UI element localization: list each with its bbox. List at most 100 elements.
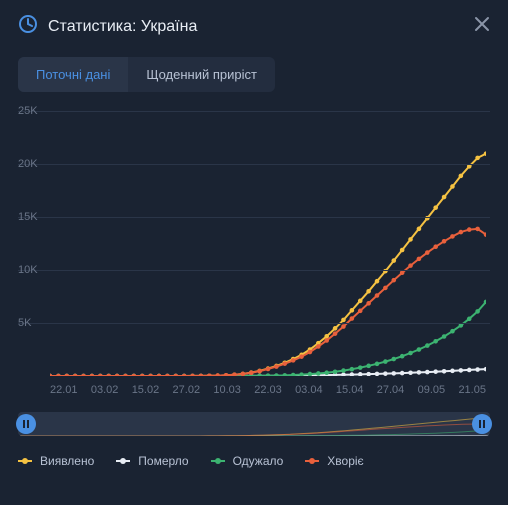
y-axis-label: 5K — [18, 317, 31, 329]
series-marker — [224, 373, 229, 376]
tab-daily-increase[interactable]: Щоденний приріст — [128, 57, 275, 92]
x-axis-label: 03.04 — [295, 384, 323, 396]
tabs: Поточні дані Щоденний приріст — [18, 57, 275, 92]
x-axis-label: 22.01 — [50, 384, 78, 396]
legend-label: Померло — [138, 454, 188, 468]
series-marker — [375, 279, 380, 284]
series-marker — [316, 344, 321, 349]
series-marker — [417, 227, 422, 232]
series-marker — [358, 365, 363, 370]
y-axis-label: 15K — [18, 211, 38, 223]
legend: Виявлено Померло Одужало Хворіє — [0, 436, 508, 468]
grid-line — [18, 270, 490, 271]
series-marker — [73, 374, 78, 376]
series-marker — [391, 371, 396, 376]
series-marker — [207, 373, 212, 376]
series-marker — [56, 374, 61, 376]
series-marker — [350, 367, 355, 372]
series-marker — [81, 374, 86, 376]
legend-marker-icon — [211, 457, 225, 465]
close-icon[interactable] — [474, 16, 490, 37]
series-marker — [475, 227, 480, 232]
series-marker — [299, 354, 304, 359]
tab-current-data[interactable]: Поточні дані — [18, 57, 128, 92]
legend-label: Одужало — [233, 454, 284, 468]
series-marker — [425, 370, 430, 375]
series-marker — [467, 368, 472, 373]
y-axis-label: 25K — [18, 105, 38, 117]
chart-area: 22.0103.0215.0227.0210.0322.0303.0415.04… — [18, 106, 490, 396]
x-axis-label: 27.02 — [173, 384, 201, 396]
series-marker — [148, 374, 153, 376]
series-line — [50, 154, 486, 376]
series-marker — [308, 372, 313, 376]
series-marker — [341, 324, 346, 329]
x-axis-label: 10.03 — [213, 384, 241, 396]
x-axis-label: 03.02 — [91, 384, 119, 396]
series-marker — [391, 258, 396, 263]
series-marker — [383, 286, 388, 291]
series-marker — [433, 339, 438, 344]
series-marker — [366, 301, 371, 306]
series-marker — [450, 184, 455, 189]
series-marker — [400, 371, 405, 376]
series-marker — [450, 329, 455, 334]
series-marker — [266, 373, 271, 376]
series-marker — [400, 270, 405, 275]
series-marker — [467, 317, 472, 322]
timeline-scrubber[interactable] — [18, 412, 490, 436]
series-marker — [391, 357, 396, 362]
series-marker — [350, 316, 355, 321]
series-marker — [442, 369, 447, 374]
series-marker — [442, 239, 447, 244]
series-marker — [433, 205, 438, 210]
series-marker — [383, 371, 388, 376]
series-marker — [324, 370, 329, 375]
y-axis-label: 10K — [18, 264, 38, 276]
series-marker — [291, 373, 296, 376]
x-axis-label: 22.03 — [254, 384, 282, 396]
series-marker — [383, 359, 388, 364]
series-marker — [408, 351, 413, 356]
series-marker — [341, 318, 346, 323]
series-marker — [257, 374, 262, 376]
series-marker — [324, 338, 329, 343]
series-marker — [282, 361, 287, 366]
series-marker — [274, 364, 279, 369]
series-marker — [450, 369, 455, 374]
series-marker — [123, 374, 128, 376]
series-marker — [425, 250, 430, 255]
panel-title: Статистика: Україна — [48, 18, 197, 36]
series-marker — [350, 372, 355, 376]
series-marker — [316, 371, 321, 376]
legend-item[interactable]: Виявлено — [18, 454, 94, 468]
legend-item[interactable]: Хворіє — [305, 454, 363, 468]
x-axis-label: 15.02 — [132, 384, 160, 396]
grid-line — [18, 323, 490, 324]
series-marker — [291, 358, 296, 363]
series-marker — [433, 369, 438, 374]
series-marker — [408, 237, 413, 242]
series-marker — [182, 374, 187, 376]
series-marker — [400, 354, 405, 359]
series-marker — [417, 370, 422, 375]
legend-item[interactable]: Померло — [116, 454, 188, 468]
timeline-handle-left[interactable] — [16, 414, 36, 434]
series-marker — [341, 368, 346, 373]
series-marker — [408, 263, 413, 268]
series-marker — [333, 331, 338, 336]
series-marker — [190, 374, 195, 376]
series-marker — [366, 364, 371, 369]
timeline-handle-right[interactable] — [472, 414, 492, 434]
series-marker — [408, 370, 413, 375]
legend-item[interactable]: Одужало — [211, 454, 284, 468]
legend-label: Хворіє — [327, 454, 363, 468]
series-marker — [350, 308, 355, 313]
series-marker — [165, 374, 170, 376]
series-marker — [64, 374, 69, 376]
series-marker — [98, 374, 103, 376]
series-marker — [341, 372, 346, 376]
legend-marker-icon — [18, 457, 32, 465]
series-marker — [391, 278, 396, 283]
series-marker — [467, 227, 472, 232]
